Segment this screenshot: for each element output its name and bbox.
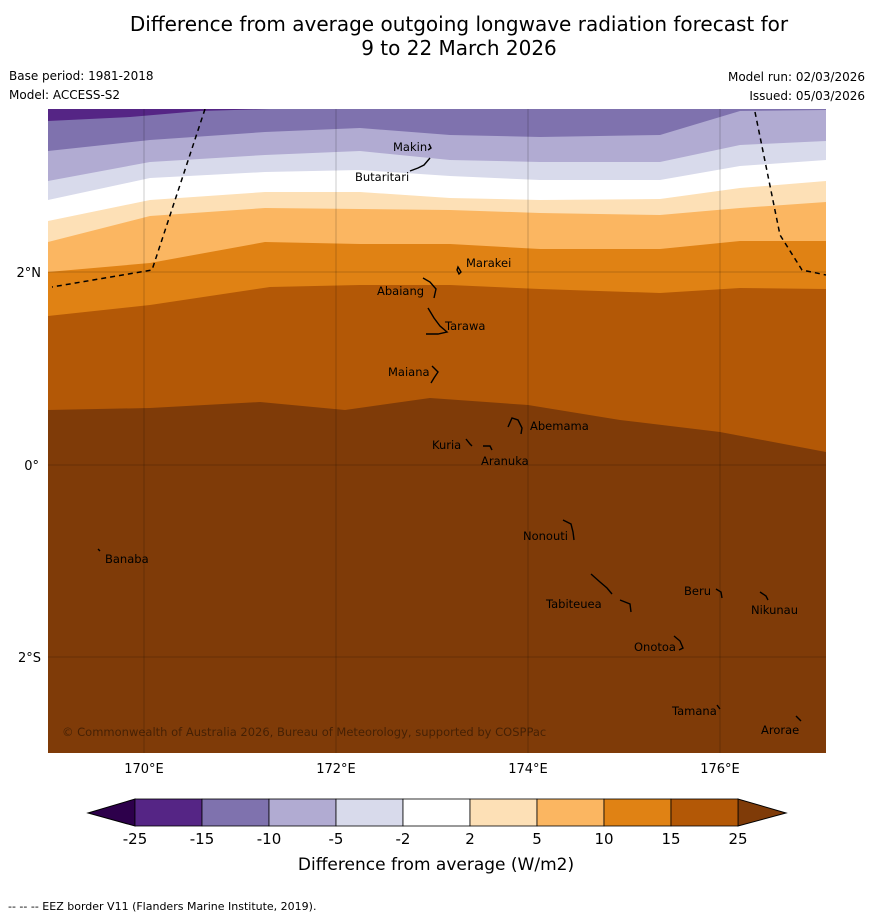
copyright-notice: © Commonwealth of Australia 2026, Bureau… bbox=[62, 725, 546, 739]
colorbar-segment bbox=[536, 798, 605, 827]
axis-ticks: 170°E 172°E 174°E 176°E 2°N 0° 2°S bbox=[17, 266, 740, 777]
abemama-coast bbox=[507, 417, 523, 435]
colorbar-tick-label: -25 bbox=[123, 830, 148, 848]
model-name: Model: ACCESS-S2 bbox=[9, 88, 121, 102]
lon-tick-176: 176°E bbox=[700, 762, 740, 777]
colorbar-segment bbox=[603, 798, 672, 827]
banaba-coast bbox=[97, 548, 101, 552]
nikunau-coast bbox=[759, 591, 769, 601]
lat-tick-0: 0° bbox=[24, 459, 39, 474]
colorbar-tick-label: -5 bbox=[329, 830, 344, 848]
colorbar-segment bbox=[402, 798, 471, 827]
marakei-coast bbox=[456, 265, 462, 276]
label-onotoa: Onotoa bbox=[634, 640, 676, 654]
tabiteuea-coast bbox=[590, 573, 632, 613]
label-banaba: Banaba bbox=[105, 552, 149, 566]
onotoa-coast bbox=[673, 635, 684, 651]
label-kuria: Kuria bbox=[432, 438, 461, 452]
title-line-2: 9 to 22 March 2026 bbox=[361, 36, 557, 60]
label-tarawa: Tarawa bbox=[444, 319, 485, 333]
colorbar-underflow-arrow bbox=[86, 798, 136, 827]
label-tabiteuea: Tabiteuea bbox=[545, 597, 602, 611]
label-nikunau: Nikunau bbox=[751, 603, 798, 617]
colorbar-segment bbox=[335, 798, 404, 827]
aranuka-coast bbox=[483, 445, 493, 451]
colorbar-tick-label: 10 bbox=[594, 830, 613, 848]
colorbar-tick-label: 5 bbox=[532, 830, 542, 848]
colorbar-tick-label: -10 bbox=[257, 830, 282, 848]
colorbar-tick-label: -15 bbox=[190, 830, 215, 848]
colorbar-segment bbox=[469, 798, 538, 827]
map-title: Difference from average outgoing longwav… bbox=[0, 12, 873, 60]
label-tamana: Tamana bbox=[671, 704, 717, 718]
label-abemama: Abemama bbox=[530, 419, 589, 433]
colorbar-segment bbox=[201, 798, 270, 827]
label-butaritari: Butaritari bbox=[355, 170, 409, 184]
place-labels: Makin Butaritari Marakei Abaiang Tarawa … bbox=[105, 140, 799, 737]
issued-date: Issued: 05/03/2026 bbox=[749, 89, 865, 103]
abaiang-coast bbox=[422, 277, 437, 299]
colorbar-segment bbox=[268, 798, 337, 827]
base-period: Base period: 1981-2018 bbox=[9, 69, 154, 83]
colorbar-tick-label: 2 bbox=[465, 830, 475, 848]
eez-border-west bbox=[51, 109, 206, 288]
model-run: Model run: 02/03/2026 bbox=[727, 70, 865, 84]
eez-border-east bbox=[754, 111, 826, 276]
colorbar: -25 -15 -10 -5 -2 2 5 10 15 25 Difference from av… bbox=[86, 798, 788, 875]
lat-tick-2n: 2°N bbox=[17, 266, 42, 281]
tarawa-coast bbox=[426, 307, 449, 335]
label-beru: Beru bbox=[684, 584, 711, 598]
butaritari-coast bbox=[409, 157, 431, 172]
label-makin: Makin bbox=[393, 140, 427, 154]
lon-tick-170: 170°E bbox=[124, 762, 164, 777]
colorbar-overflow-arrow bbox=[737, 798, 788, 827]
eez-note: -- -- -- EEZ border V11 (Flanders Marine… bbox=[8, 900, 317, 913]
label-nonouti: Nonouti bbox=[523, 529, 568, 543]
kuria-coast bbox=[465, 438, 473, 447]
label-aranuka: Aranuka bbox=[481, 454, 529, 468]
makin-coast bbox=[427, 143, 432, 151]
lon-tick-172: 172°E bbox=[316, 762, 356, 777]
label-abaiang: Abaiang bbox=[377, 284, 424, 298]
beru-coast bbox=[715, 588, 723, 599]
arorae-coast bbox=[795, 715, 802, 722]
label-maiana: Maiana bbox=[388, 365, 430, 379]
band-neg15-to-neg10 bbox=[48, 109, 826, 151]
colorbar-tick-label: 25 bbox=[728, 830, 747, 848]
colorbar-segment bbox=[134, 798, 203, 827]
anomaly-field: Makin Butaritari Marakei Abaiang Tarawa … bbox=[48, 109, 826, 753]
maiana-coast bbox=[430, 365, 439, 384]
tamana-coast bbox=[716, 704, 721, 710]
title-line-1: Difference from average outgoing longwav… bbox=[129, 12, 789, 36]
graticule bbox=[48, 109, 826, 753]
label-marakei: Marakei bbox=[466, 256, 511, 270]
lon-tick-174: 174°E bbox=[508, 762, 548, 777]
band-neg25-to-neg15 bbox=[48, 109, 270, 121]
nonouti-coast bbox=[562, 519, 575, 541]
colorbar-segment bbox=[670, 798, 739, 827]
colorbar-tick-label: -2 bbox=[396, 830, 411, 848]
colorbar-title: Difference from average (W/m2) bbox=[298, 855, 574, 875]
island-coastlines bbox=[97, 143, 802, 722]
label-arorae: Arorae bbox=[761, 723, 799, 737]
lat-tick-2s: 2°S bbox=[18, 651, 41, 666]
colorbar-tick-label: 15 bbox=[661, 830, 680, 848]
